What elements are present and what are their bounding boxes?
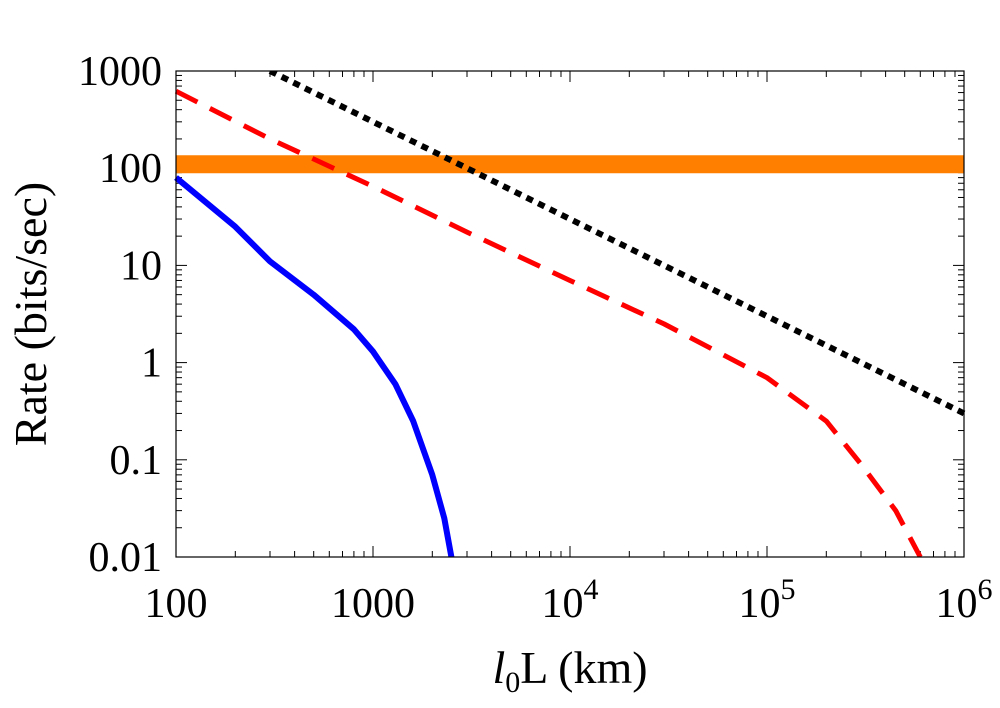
x-tick-label: 100: [145, 581, 208, 627]
ticks-layer: [175, 71, 964, 558]
x-axis-title-rest: L (km): [520, 642, 647, 693]
y-tick-label: 10: [120, 243, 162, 289]
series-black-dotted: [268, 71, 966, 417]
x-tick-label: 104: [542, 573, 599, 627]
x-axis-title-italic: l: [492, 642, 505, 693]
x-tick-label-exponent: 6: [978, 573, 993, 606]
series-blue-solid: [174, 175, 455, 557]
x-tick-label: 106: [936, 573, 993, 627]
x-axis-title-subscript: 0: [505, 666, 520, 699]
x-tick-label-base: 10: [542, 581, 584, 627]
x-tick-label: 105: [739, 573, 796, 627]
x-tick-label-exponent: 4: [584, 573, 599, 606]
y-tick-label: 0.01: [89, 535, 163, 581]
series-layer: [174, 71, 966, 557]
x-tick-label-base: 10: [936, 581, 978, 627]
x-tick-label-base: 10: [739, 581, 781, 627]
plot-frame: [175, 70, 965, 558]
y-tick-label: 1000: [78, 49, 162, 95]
x-axis-title: l0L (km): [492, 642, 647, 699]
y-axis-title: Rate (bits/sec): [5, 182, 56, 446]
x-tick-label-base: 1000: [331, 581, 415, 627]
x-tick-label-exponent: 5: [781, 573, 796, 606]
y-tick-label: 0.1: [110, 438, 163, 484]
x-tick-label: 1000: [331, 581, 415, 627]
x-tick-label-base: 100: [145, 581, 208, 627]
y-tick-label: 100: [99, 146, 162, 192]
series-red-dashed: [174, 88, 923, 557]
y-tick-label: 1: [141, 341, 162, 387]
